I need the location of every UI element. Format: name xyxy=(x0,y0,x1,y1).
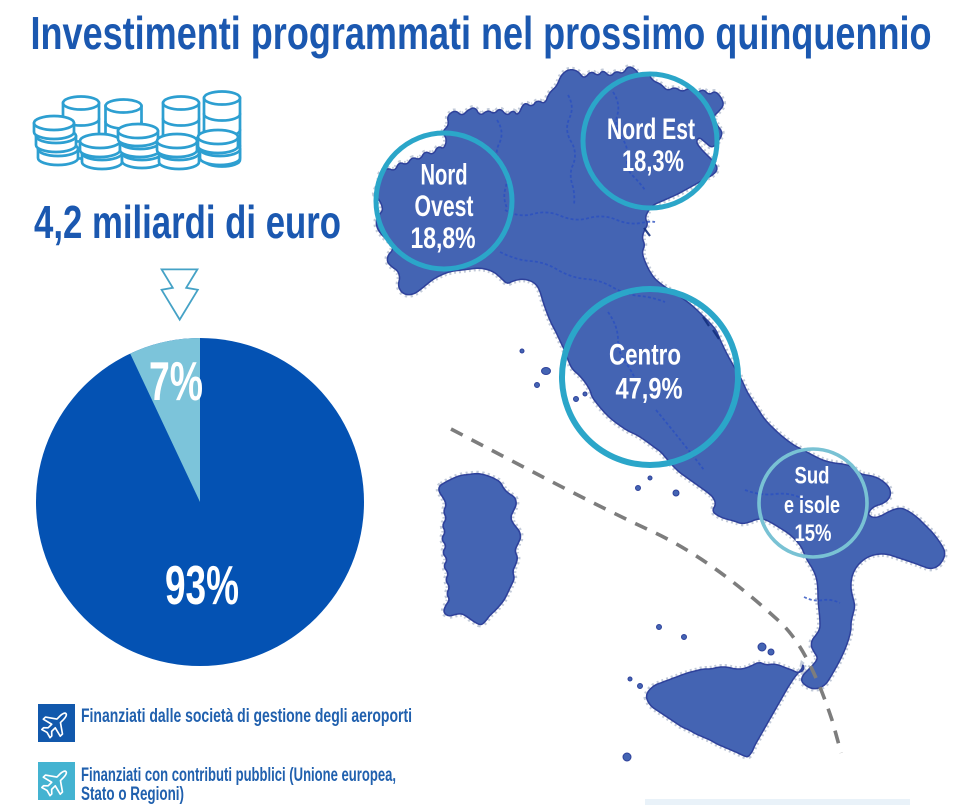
svg-text:Finanziati dalle società di ge: Finanziati dalle società di gestione deg… xyxy=(81,706,412,727)
svg-text:15%: 15% xyxy=(795,520,832,547)
svg-text:Nord Est: Nord Est xyxy=(607,113,695,146)
svg-text:Nord: Nord xyxy=(421,159,468,192)
svg-text:4,2 miliardi di euro: 4,2 miliardi di euro xyxy=(34,196,341,248)
svg-text:Centro: Centro xyxy=(609,339,681,372)
svg-text:e isole: e isole xyxy=(784,492,840,519)
svg-text:93%: 93% xyxy=(165,554,239,616)
svg-text:7%: 7% xyxy=(149,350,203,412)
svg-text:Investimenti programmati nel p: Investimenti programmati nel prossimo qu… xyxy=(31,7,932,59)
svg-text:Sud: Sud xyxy=(795,463,830,490)
svg-text:18,3%: 18,3% xyxy=(622,145,684,178)
svg-text:Finanziati con contributi pubb: Finanziati con contributi pubblici (Unio… xyxy=(81,765,396,786)
svg-text:47,9%: 47,9% xyxy=(616,373,683,406)
svg-text:Ovest: Ovest xyxy=(415,190,474,223)
svg-text:18,8%: 18,8% xyxy=(411,222,476,255)
svg-text:Stato o Regioni): Stato o Regioni) xyxy=(81,784,184,805)
